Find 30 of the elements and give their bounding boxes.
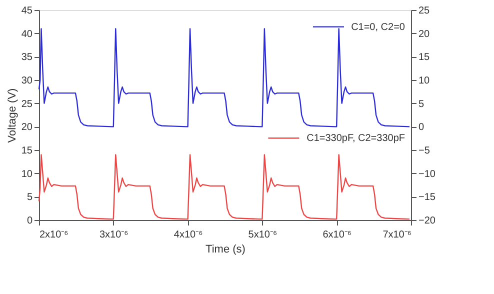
x-tick-label: 4x10⁻⁶ [174,230,203,240]
y-tick-label: 10 [21,168,33,180]
y2-tick-label: −20 [418,216,436,226]
x-axis-title: Time (s) [206,244,246,256]
y2-tick-label: 5 [418,98,424,110]
y-tick-label: 30 [21,76,33,86]
y2-tick-label: −5 [418,146,430,156]
y-tick-label: 0 [26,216,33,226]
x-tick-label: 5x10⁻⁶ [248,230,278,240]
y-tick-label: 5 [26,192,33,204]
x-tick-label: 3x10⁻⁶ [99,230,128,240]
y2-tick-label: 25 [418,6,430,16]
y-tick-label: 40 [21,28,33,40]
legend-label: C1=0, C2=0 [351,22,406,33]
y2-tick-label: −15 [418,192,436,204]
x-tick-label: 2x10⁻⁶ [40,230,68,240]
y-tick-label: 45 [21,6,33,16]
y-tick-label: 20 [21,122,33,134]
y2-tick-label: 0 [418,122,424,134]
legend-label: C1=330pF, C2=330pF [306,133,405,144]
x-tick-label: 7x10⁻⁶ [382,230,412,240]
y-tick-label: 15 [21,146,33,156]
x-tick-label: 6x10⁻⁶ [322,230,352,240]
y-axis-title: Voltage (V) [6,88,18,143]
y2-tick-label: 10 [418,76,430,86]
y2-tick-label: 15 [418,52,430,64]
y-tick-label: 25 [21,98,33,110]
y2-tick-label: −10 [418,168,436,180]
y2-tick-label: 20 [418,28,430,40]
y-tick-label: 35 [21,52,33,64]
